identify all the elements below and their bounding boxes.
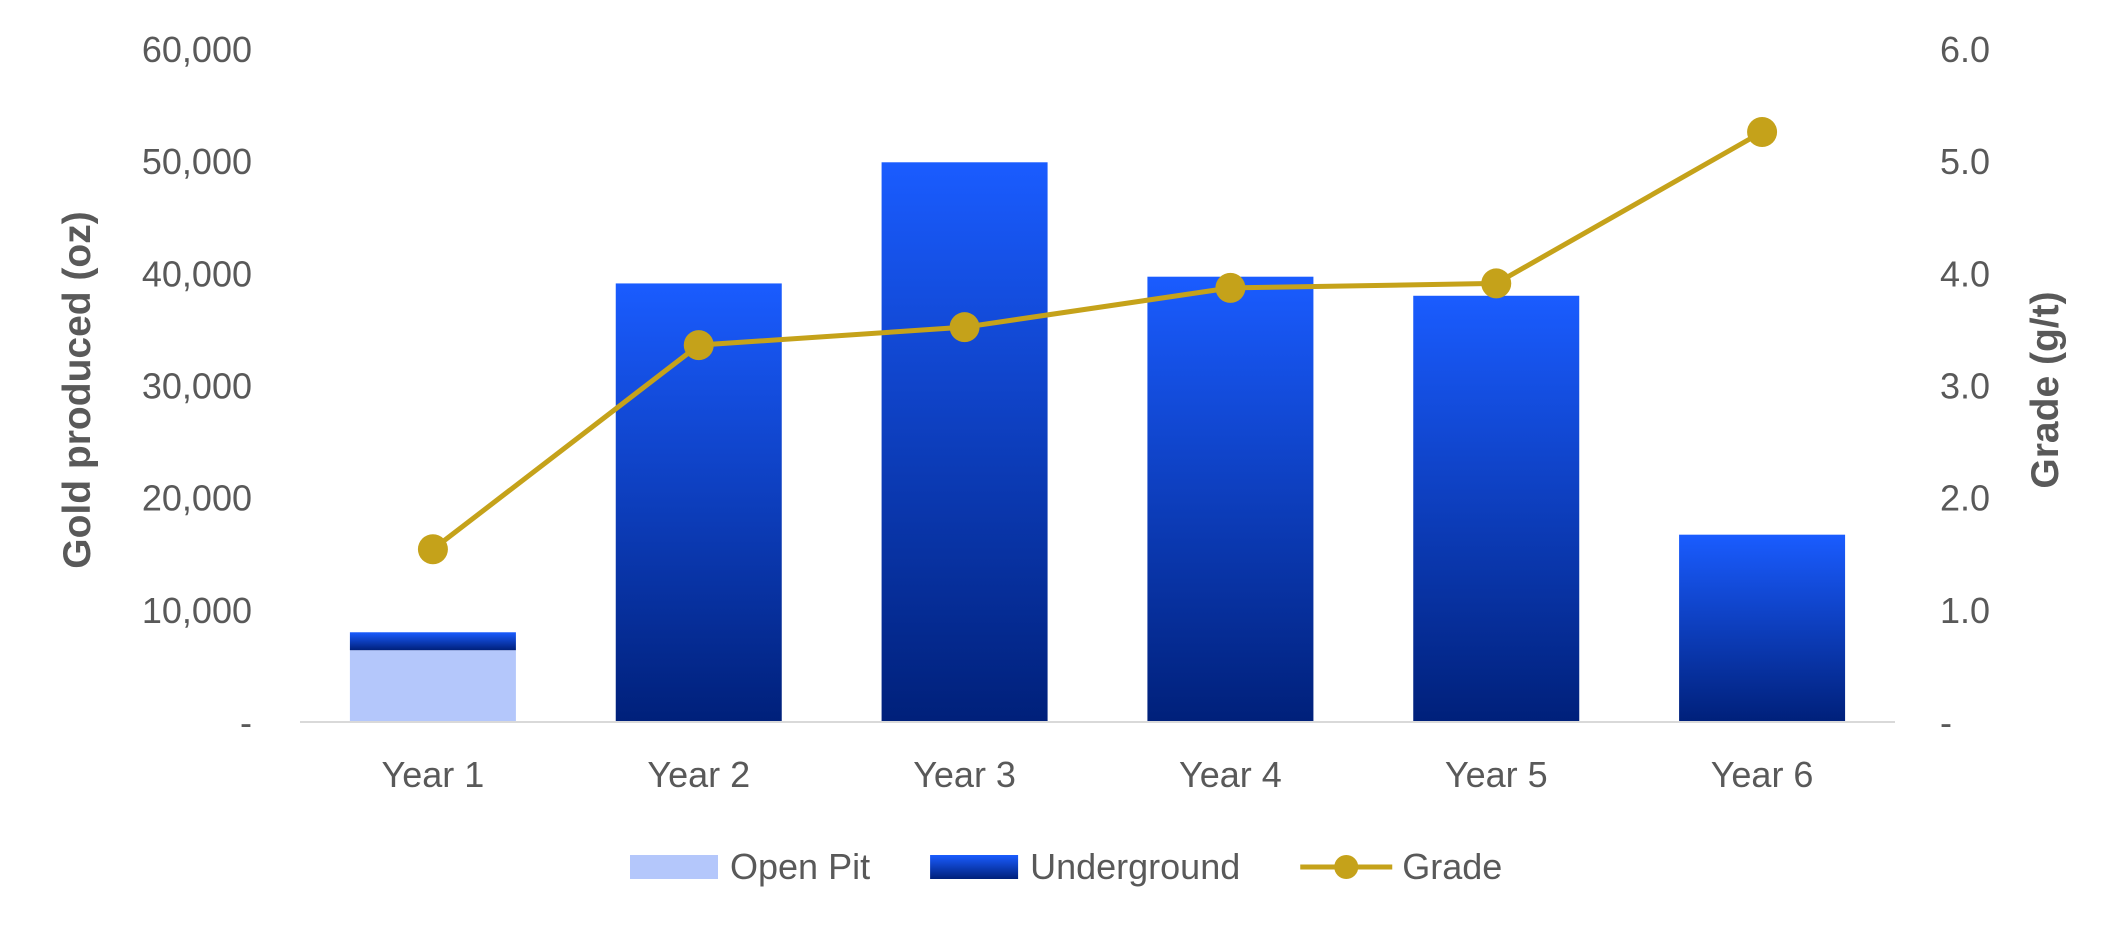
y-tick-label: 30,000 bbox=[142, 366, 252, 407]
y-axis-title: Gold produced (oz) bbox=[56, 211, 99, 568]
y2-tick-label: 4.0 bbox=[1940, 253, 1990, 294]
bar-underground bbox=[1413, 295, 1580, 722]
y2-axis-title: Grade (g/t) bbox=[2024, 291, 2067, 488]
x-tick-label: Year 4 bbox=[1179, 754, 1282, 795]
grade-point bbox=[417, 534, 448, 565]
y-tick-label: - bbox=[240, 702, 252, 743]
x-tick-label: Year 5 bbox=[1445, 754, 1548, 795]
x-tick-label: Year 3 bbox=[913, 754, 1016, 795]
y2-tick-label: 2.0 bbox=[1940, 478, 1990, 519]
bar-underground bbox=[349, 632, 516, 651]
bar-underground bbox=[881, 162, 1048, 722]
x-tick-label: Year 1 bbox=[382, 754, 485, 795]
y-tick-label: 10,000 bbox=[142, 590, 252, 631]
grade-point bbox=[683, 330, 714, 361]
legend-label-open-pit: Open Pit bbox=[730, 846, 870, 887]
y2-tick-label: 1.0 bbox=[1940, 590, 1990, 631]
legend: Open Pit Underground Grade bbox=[630, 846, 1502, 887]
y2-tick-label: 3.0 bbox=[1940, 366, 1990, 407]
y-tick-label: 40,000 bbox=[142, 253, 252, 294]
grade-point bbox=[949, 312, 980, 343]
x-tick-label: Year 6 bbox=[1711, 754, 1814, 795]
bar-underground bbox=[1147, 276, 1314, 722]
y2-tick-label: - bbox=[1940, 702, 1952, 743]
y-tick-label: 50,000 bbox=[142, 141, 252, 182]
legend-marker-grade bbox=[1334, 855, 1359, 879]
grade-point bbox=[1747, 117, 1778, 148]
y-tick-label: 60,000 bbox=[142, 29, 252, 70]
x-tick-label: Year 2 bbox=[647, 754, 750, 795]
bar-underground bbox=[1679, 534, 1846, 722]
legend-label-underground: Underground bbox=[1030, 846, 1240, 887]
y-tick-label: 20,000 bbox=[142, 478, 252, 519]
grade-line bbox=[431, 129, 1764, 552]
y2-tick-label: 5.0 bbox=[1940, 141, 1990, 182]
y2-tick-label: 6.0 bbox=[1940, 29, 1990, 70]
legend-label-grade: Grade bbox=[1402, 846, 1502, 887]
legend-swatch-open-pit bbox=[630, 855, 718, 879]
grade-point bbox=[1481, 268, 1512, 299]
legend-swatch-underground bbox=[930, 855, 1019, 879]
grade-point bbox=[1215, 272, 1246, 303]
bar-open-pit bbox=[349, 650, 516, 722]
